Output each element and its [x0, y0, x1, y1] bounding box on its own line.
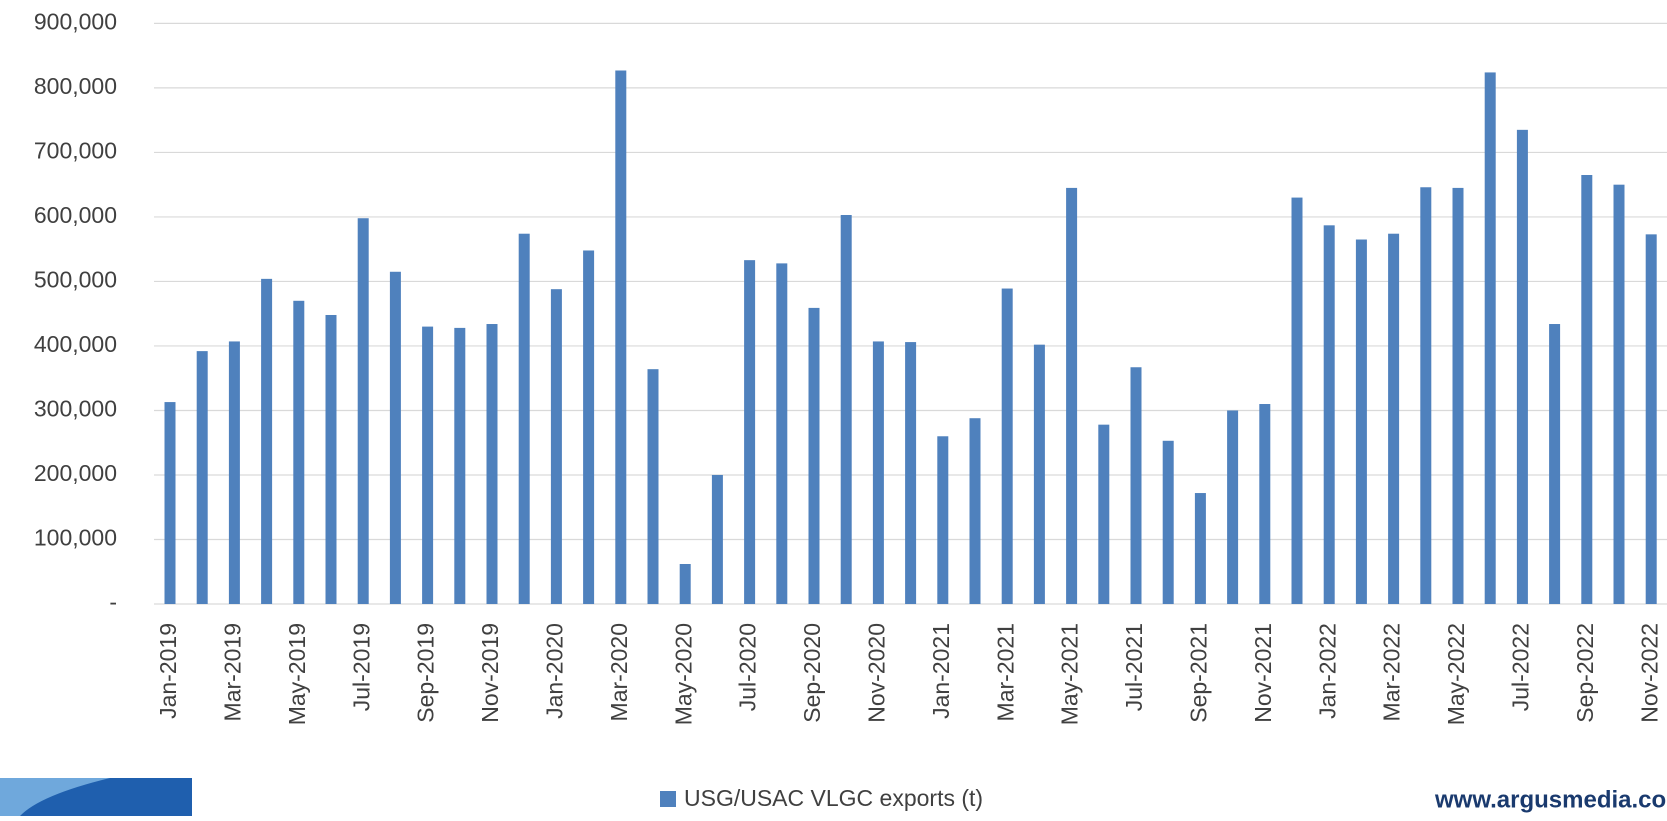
bar [518, 233, 530, 604]
bar [422, 326, 434, 604]
x-tick-label: Jan-2022 [1314, 623, 1340, 719]
bar [615, 70, 627, 605]
bar [1323, 225, 1335, 605]
bar [1259, 404, 1271, 604]
x-tick-label: Mar-2019 [219, 623, 245, 721]
x-tick-label: Sep-2022 [1572, 623, 1598, 723]
bar [1355, 239, 1367, 605]
bar [1162, 440, 1174, 604]
x-tick-label: Jan-2020 [541, 623, 567, 719]
x-tick-label: Sep-2021 [1185, 623, 1211, 723]
x-tick-label: Jan-2019 [155, 623, 181, 719]
x-tick-label: Mar-2020 [606, 623, 632, 721]
legend-label: USG/USAC VLGC exports (t) [684, 785, 983, 811]
x-tick-label: Jul-2019 [348, 623, 374, 711]
y-tick-label: 400,000 [34, 331, 117, 357]
bar [1001, 288, 1013, 604]
bar [293, 300, 305, 604]
y-tick-label: 700,000 [34, 138, 117, 164]
bar [261, 278, 273, 604]
x-tick-label: Jul-2022 [1507, 623, 1533, 711]
legend-swatch [660, 791, 676, 807]
bar [872, 341, 884, 604]
bar [357, 218, 369, 604]
bar [583, 250, 595, 604]
bar [389, 271, 401, 604]
y-tick-label: 300,000 [34, 396, 117, 422]
bar [840, 214, 852, 605]
x-tick-label: Sep-2020 [799, 623, 825, 723]
bar [486, 324, 498, 604]
x-tick-label: May-2020 [670, 623, 696, 725]
y-tick-label: 200,000 [34, 460, 117, 486]
x-tick-label: Jan-2021 [928, 623, 954, 719]
bar [905, 342, 917, 604]
source: www.argusmedia.co [1434, 786, 1666, 813]
bar [228, 341, 240, 604]
bar [647, 369, 659, 604]
bar [1098, 424, 1110, 604]
bar [1130, 367, 1142, 604]
bar [679, 564, 691, 604]
bar [454, 327, 466, 604]
x-tick-label: Jul-2020 [735, 623, 761, 711]
x-tick-label: Nov-2021 [1250, 623, 1276, 723]
bar [776, 263, 788, 604]
logo [0, 778, 192, 816]
x-tick-label: May-2021 [1057, 623, 1083, 725]
x-tick-label: Jul-2021 [1121, 623, 1147, 711]
x-tick-label: Nov-2022 [1636, 623, 1662, 723]
bar [1420, 187, 1432, 604]
x-tick-label: Sep-2019 [413, 623, 439, 723]
bar [1549, 324, 1561, 604]
bar [1194, 493, 1206, 604]
bar [937, 436, 949, 604]
bar [325, 314, 337, 604]
bar [1033, 344, 1045, 604]
y-tick-label: 800,000 [34, 73, 117, 99]
x-tick-label: May-2022 [1443, 623, 1469, 725]
bar [1581, 175, 1593, 605]
y-tick-label: 500,000 [34, 267, 117, 293]
x-tick-label: May-2019 [284, 623, 310, 725]
y-tick-label: 600,000 [34, 202, 117, 228]
bar [196, 351, 208, 604]
bar [1516, 129, 1528, 605]
bar [1227, 410, 1239, 604]
bar [1066, 187, 1078, 605]
bar [550, 289, 562, 604]
bar [969, 418, 981, 604]
bar [164, 402, 176, 604]
x-tick-label: Nov-2019 [477, 623, 503, 723]
bar [1645, 234, 1657, 605]
bar [711, 474, 723, 604]
bar [1291, 197, 1303, 604]
x-tick-label: Mar-2021 [992, 623, 1018, 721]
bar [1613, 184, 1625, 604]
bar [1388, 233, 1400, 604]
bar [808, 307, 820, 604]
bar [1484, 72, 1496, 604]
y-tick-label: - [109, 589, 117, 615]
x-tick-label: Nov-2020 [863, 623, 889, 723]
bar [744, 260, 756, 604]
y-tick-label: 100,000 [34, 525, 117, 551]
bar [1452, 187, 1464, 605]
x-tick-label: Mar-2022 [1379, 623, 1405, 721]
y-tick-label: 900,000 [34, 8, 117, 34]
